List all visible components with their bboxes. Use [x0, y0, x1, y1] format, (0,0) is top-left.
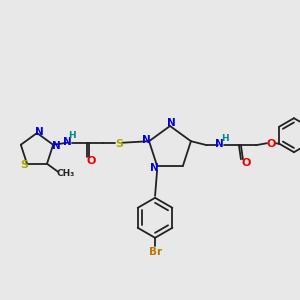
Text: CH₃: CH₃ — [57, 169, 75, 178]
Text: H: H — [68, 131, 76, 140]
Text: N: N — [167, 118, 176, 128]
Text: N: N — [142, 135, 151, 145]
Text: N: N — [52, 141, 61, 151]
Text: H: H — [221, 134, 229, 143]
Text: S: S — [115, 139, 123, 149]
Text: N: N — [34, 127, 43, 137]
Text: N: N — [214, 139, 223, 149]
Text: N: N — [150, 163, 158, 173]
Text: O: O — [86, 156, 96, 166]
Text: Br: Br — [148, 247, 162, 257]
Text: S: S — [20, 160, 28, 170]
Text: N: N — [63, 137, 71, 147]
Text: O: O — [266, 139, 276, 149]
Text: O: O — [241, 158, 250, 168]
